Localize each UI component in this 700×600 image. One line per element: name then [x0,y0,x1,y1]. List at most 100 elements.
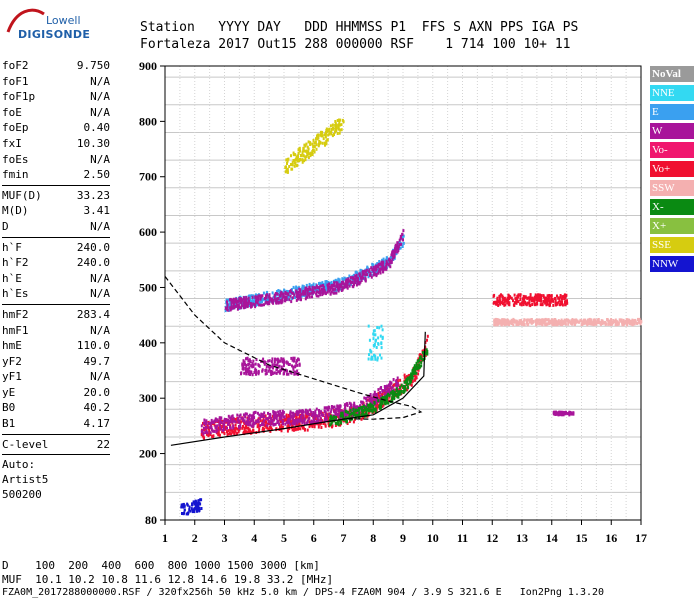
echo-point-2F-echo-W [390,260,393,264]
echo-point-W-patch [279,359,282,363]
echo-point-F-trace-X [374,410,377,414]
echo-point-F-trace-o [420,359,423,363]
echo-point-F-trace-W [216,424,219,428]
echo-point-F-trace-X [365,412,368,416]
echo-point-far-returns-3 [567,412,570,415]
echo-point-F-trace-W [203,426,205,430]
echo-point-F-trace-W [318,414,321,418]
echo-point-F-trace-W [342,410,345,413]
echo-point-NNE-patch [378,326,381,330]
echo-point-F-trace-X [357,407,360,410]
echo-point-far-returns-2 [614,323,617,327]
echo-point-far-returns-3 [564,410,567,414]
echo-point-2F-echo [371,262,374,266]
echo-point-2F-echo [378,260,381,263]
echo-point-F-trace-X [347,410,350,414]
echo-point-far-returns-2 [607,322,610,326]
echo-point-F-trace-X [332,418,335,422]
echo-point-far-returns-2 [553,322,556,326]
echo-point-far-returns-1 [498,298,501,302]
echo-point-F-trace-W [223,422,226,426]
param-separator [2,236,110,238]
echo-point-F-trace-X [409,378,412,382]
echo-point-F-trace-o [262,416,265,420]
echo-point-F-trace-W [307,417,310,421]
echo-point-NNE-patch [376,356,379,360]
echo-point-far-returns-1 [545,300,548,304]
echo-point-W-patch [262,357,265,361]
echo-point-2F-echo-W [265,294,268,298]
echo-point-F-trace-o [410,383,413,387]
echo-point-F-trace-X [405,383,408,387]
echo-point-2F-echo-W [226,305,229,309]
echo-point-2F-echo-W [379,270,382,273]
echo-point-F-trace-W [255,420,258,424]
echo-point-2F-echo-W [322,285,325,289]
echo-point-F-trace-W [390,387,393,391]
echo-point-2F-echo-W [280,300,283,303]
echo-point-F-trace-X [411,372,414,376]
echo-point-F-trace-X [410,376,413,380]
echo-point-far-returns-1 [536,294,539,298]
echo-point-2F-echo-W [291,296,294,300]
echo-point-F-trace-W [269,420,271,424]
echo-point-sporadic-high [332,126,334,130]
echo-point-far-returns-2 [539,319,542,322]
echo-point-F-trace-o [285,413,288,417]
echo-point-far-returns-1 [512,299,514,303]
echo-point-2F-echo-W [254,295,257,299]
echo-point-F-trace-X [384,397,386,401]
echo-point-far-returns-2 [640,320,643,324]
echo-point-2F-echo-W [275,301,278,305]
echo-point-far-returns-1 [559,294,562,297]
echo-point-F-trace-W [322,413,325,417]
echo-point-sporadic-high [316,135,318,138]
echo-point-low-echo [191,510,194,514]
echo-point-W-patch [270,360,273,364]
echo-point-far-returns-2 [559,320,562,324]
echo-point-2F-echo-W [328,282,330,286]
echo-point-sporadic-high [301,160,304,164]
echo-point-far-returns-1 [501,299,504,303]
echo-point-F-trace-W [283,415,286,419]
echo-point-F-trace-X [367,407,370,411]
echo-point-sporadic-high [336,119,339,122]
echo-point-sporadic-high [290,163,292,166]
echo-point-2F-echo-W [268,293,271,297]
echo-point-sporadic-high [340,123,343,127]
echo-point-far-returns-2 [497,318,500,322]
echo-point-F-trace-X [403,390,406,393]
echo-point-2F-echo-W [306,295,309,299]
echo-point-far-returns-2 [493,323,496,327]
echo-point-far-returns-2 [574,323,576,326]
echo-point-F-trace-o [234,423,237,427]
param-value: 2.50 [83,168,111,182]
echo-point-far-returns-2 [581,323,584,326]
echo-point-F-trace-W [281,409,284,413]
echo-point-F-trace-o [230,428,233,432]
echo-point-F-trace-W [340,416,343,420]
echo-point-2F-echo-W [244,305,247,309]
echo-point-2F-echo-W [382,270,385,274]
echo-point-far-returns-1 [534,293,537,297]
echo-point-2F-echo-W [263,303,265,307]
echo-point-F-trace-X [358,411,361,415]
echo-point-2F-echo-W [353,278,356,282]
echo-point-far-returns-3 [554,410,557,414]
echo-point-F-trace-W [321,413,324,416]
echo-point-F-trace-W [294,418,297,422]
echo-point-F-trace-X [415,363,418,367]
echo-point-F-trace-W [215,430,218,434]
echo-point-far-returns-2 [614,320,617,324]
echo-point-F-trace-W [206,431,209,435]
echo-point-2F-echo-W [242,304,245,308]
echo-point-F-trace-W [387,384,390,388]
echo-point-2F-echo-W [364,273,367,277]
echo-point-2F-echo-W [292,291,295,295]
echo-point-W-patch [292,367,295,371]
echo-point-2F-echo-W [368,270,371,273]
echo-point-2F-echo-W [357,276,360,280]
echo-point-F-trace-W [302,414,305,418]
param-value: 33.23 [76,188,110,202]
echo-point-F-trace-o [298,414,301,418]
